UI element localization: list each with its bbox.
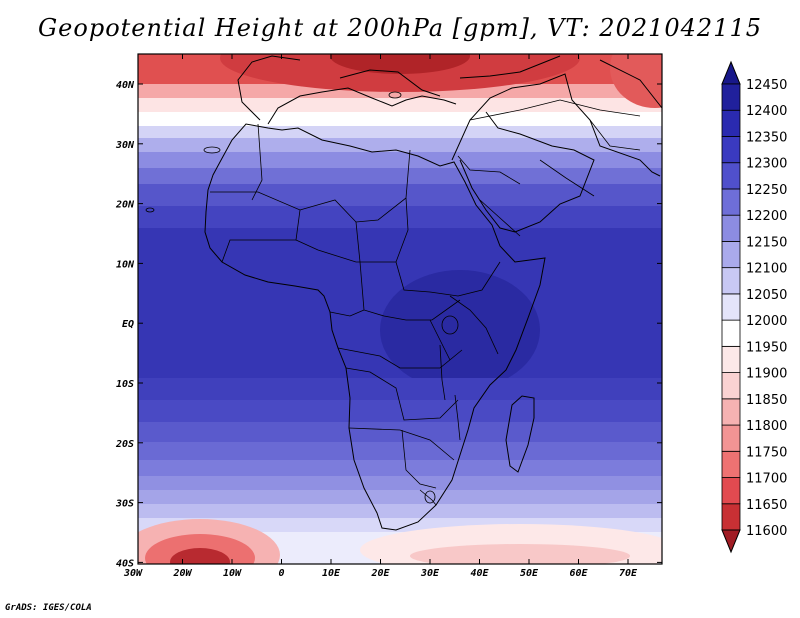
country-borders	[210, 99, 641, 506]
lat-label: 20N	[115, 200, 135, 211]
colorbar-bin	[721, 424, 741, 452]
colorbar-bin	[721, 109, 741, 137]
colorbar-label: 11600	[746, 524, 787, 539]
colorbar-label: 11850	[746, 393, 787, 408]
colorbar-bin	[721, 241, 741, 269]
colorbar-label: 12050	[746, 288, 787, 303]
lat-label: EQ	[122, 319, 134, 330]
colorbar-label: 11950	[746, 340, 787, 355]
colorbar-label: 12150	[746, 235, 787, 250]
axis-ticks	[138, 54, 662, 564]
colorbar-bin	[721, 398, 741, 426]
lon-label: 0	[278, 568, 284, 579]
colorbar-bin	[721, 345, 741, 373]
colorbar-label: 12450	[746, 78, 787, 93]
lon-label: 30W	[123, 568, 143, 579]
lon-label: 20E	[370, 568, 390, 579]
colorbar-bin	[721, 214, 741, 242]
colorbar-label: 12000	[746, 314, 787, 329]
colorbar-label: 12400	[746, 104, 787, 119]
lon-label: 60E	[569, 568, 588, 579]
colorbar-bin	[721, 450, 741, 478]
colorbar-bin	[721, 162, 741, 190]
lat-label: 10N	[116, 259, 135, 270]
colorbar-label: 12250	[746, 183, 787, 198]
lat-label: 30N	[115, 140, 135, 151]
colorbar-label: 11700	[746, 472, 787, 487]
colorbar-label: 11800	[746, 419, 787, 434]
lon-label: 40E	[470, 568, 489, 579]
lat-label: 30S	[115, 499, 134, 510]
coastlines	[204, 55, 662, 531]
map-frame	[137, 53, 663, 565]
colorbar-bin	[721, 83, 741, 111]
colorbar-bin	[721, 293, 741, 321]
colorbar-bin	[721, 372, 741, 400]
page-title: Geopotential Height at 200hPa [gpm], VT:…	[38, 14, 762, 42]
colorbar-label: 12100	[746, 262, 787, 277]
colorbar-label: 12300	[746, 157, 787, 172]
colorbar-top-triangle	[721, 60, 741, 85]
colorbar-bin	[721, 477, 741, 505]
lon-label: 20W	[172, 568, 192, 579]
lon-label: 70E	[619, 568, 638, 579]
colorbar-bin	[721, 267, 741, 295]
height-field	[138, 54, 662, 564]
lat-label: 20S	[115, 439, 134, 450]
colorbar-bin	[721, 136, 741, 164]
axis-labels: 30W 20W 10W 0 10E 20E 30E 40E 50E 60E 70E 40N 30N 20N…	[115, 80, 638, 579]
lon-label: 30E	[420, 568, 440, 579]
colorbar-label: 12200	[746, 209, 787, 224]
lat-label: 40N	[116, 80, 135, 91]
colorbar-label: 11900	[746, 367, 787, 382]
lon-label: 10E	[322, 568, 341, 579]
colorbar-bin	[721, 503, 741, 531]
colorbar-bottom-triangle	[721, 529, 741, 554]
lat-label: 40S	[116, 558, 134, 569]
colorbar-bin	[721, 319, 741, 347]
colorbar-bin	[721, 188, 741, 216]
colorbar-label: 12350	[746, 130, 787, 145]
lat-label: 10S	[116, 379, 134, 390]
colorbar: 11600 11650 11700 11750 11800 11850 11900 11950…	[721, 60, 787, 554]
lakes-islands	[145, 91, 461, 504]
colorbar-label: 11650	[746, 498, 787, 513]
grads-credit: GrADS: IGES/COLA	[5, 603, 92, 613]
lon-label: 10W	[223, 568, 242, 579]
colorbar-label: 11750	[746, 445, 787, 460]
lon-label: 50E	[520, 568, 539, 579]
